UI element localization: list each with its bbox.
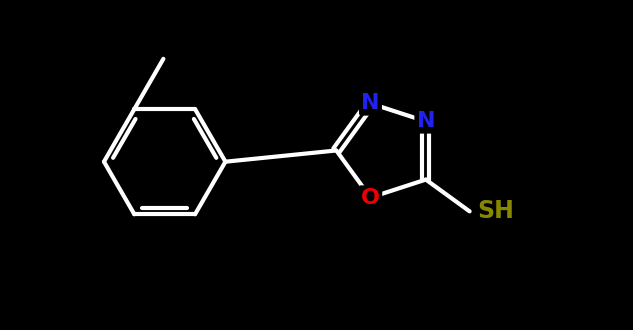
Text: N: N [361,93,380,114]
Text: N: N [417,112,435,131]
Text: SH: SH [477,199,515,223]
Text: O: O [361,187,380,208]
